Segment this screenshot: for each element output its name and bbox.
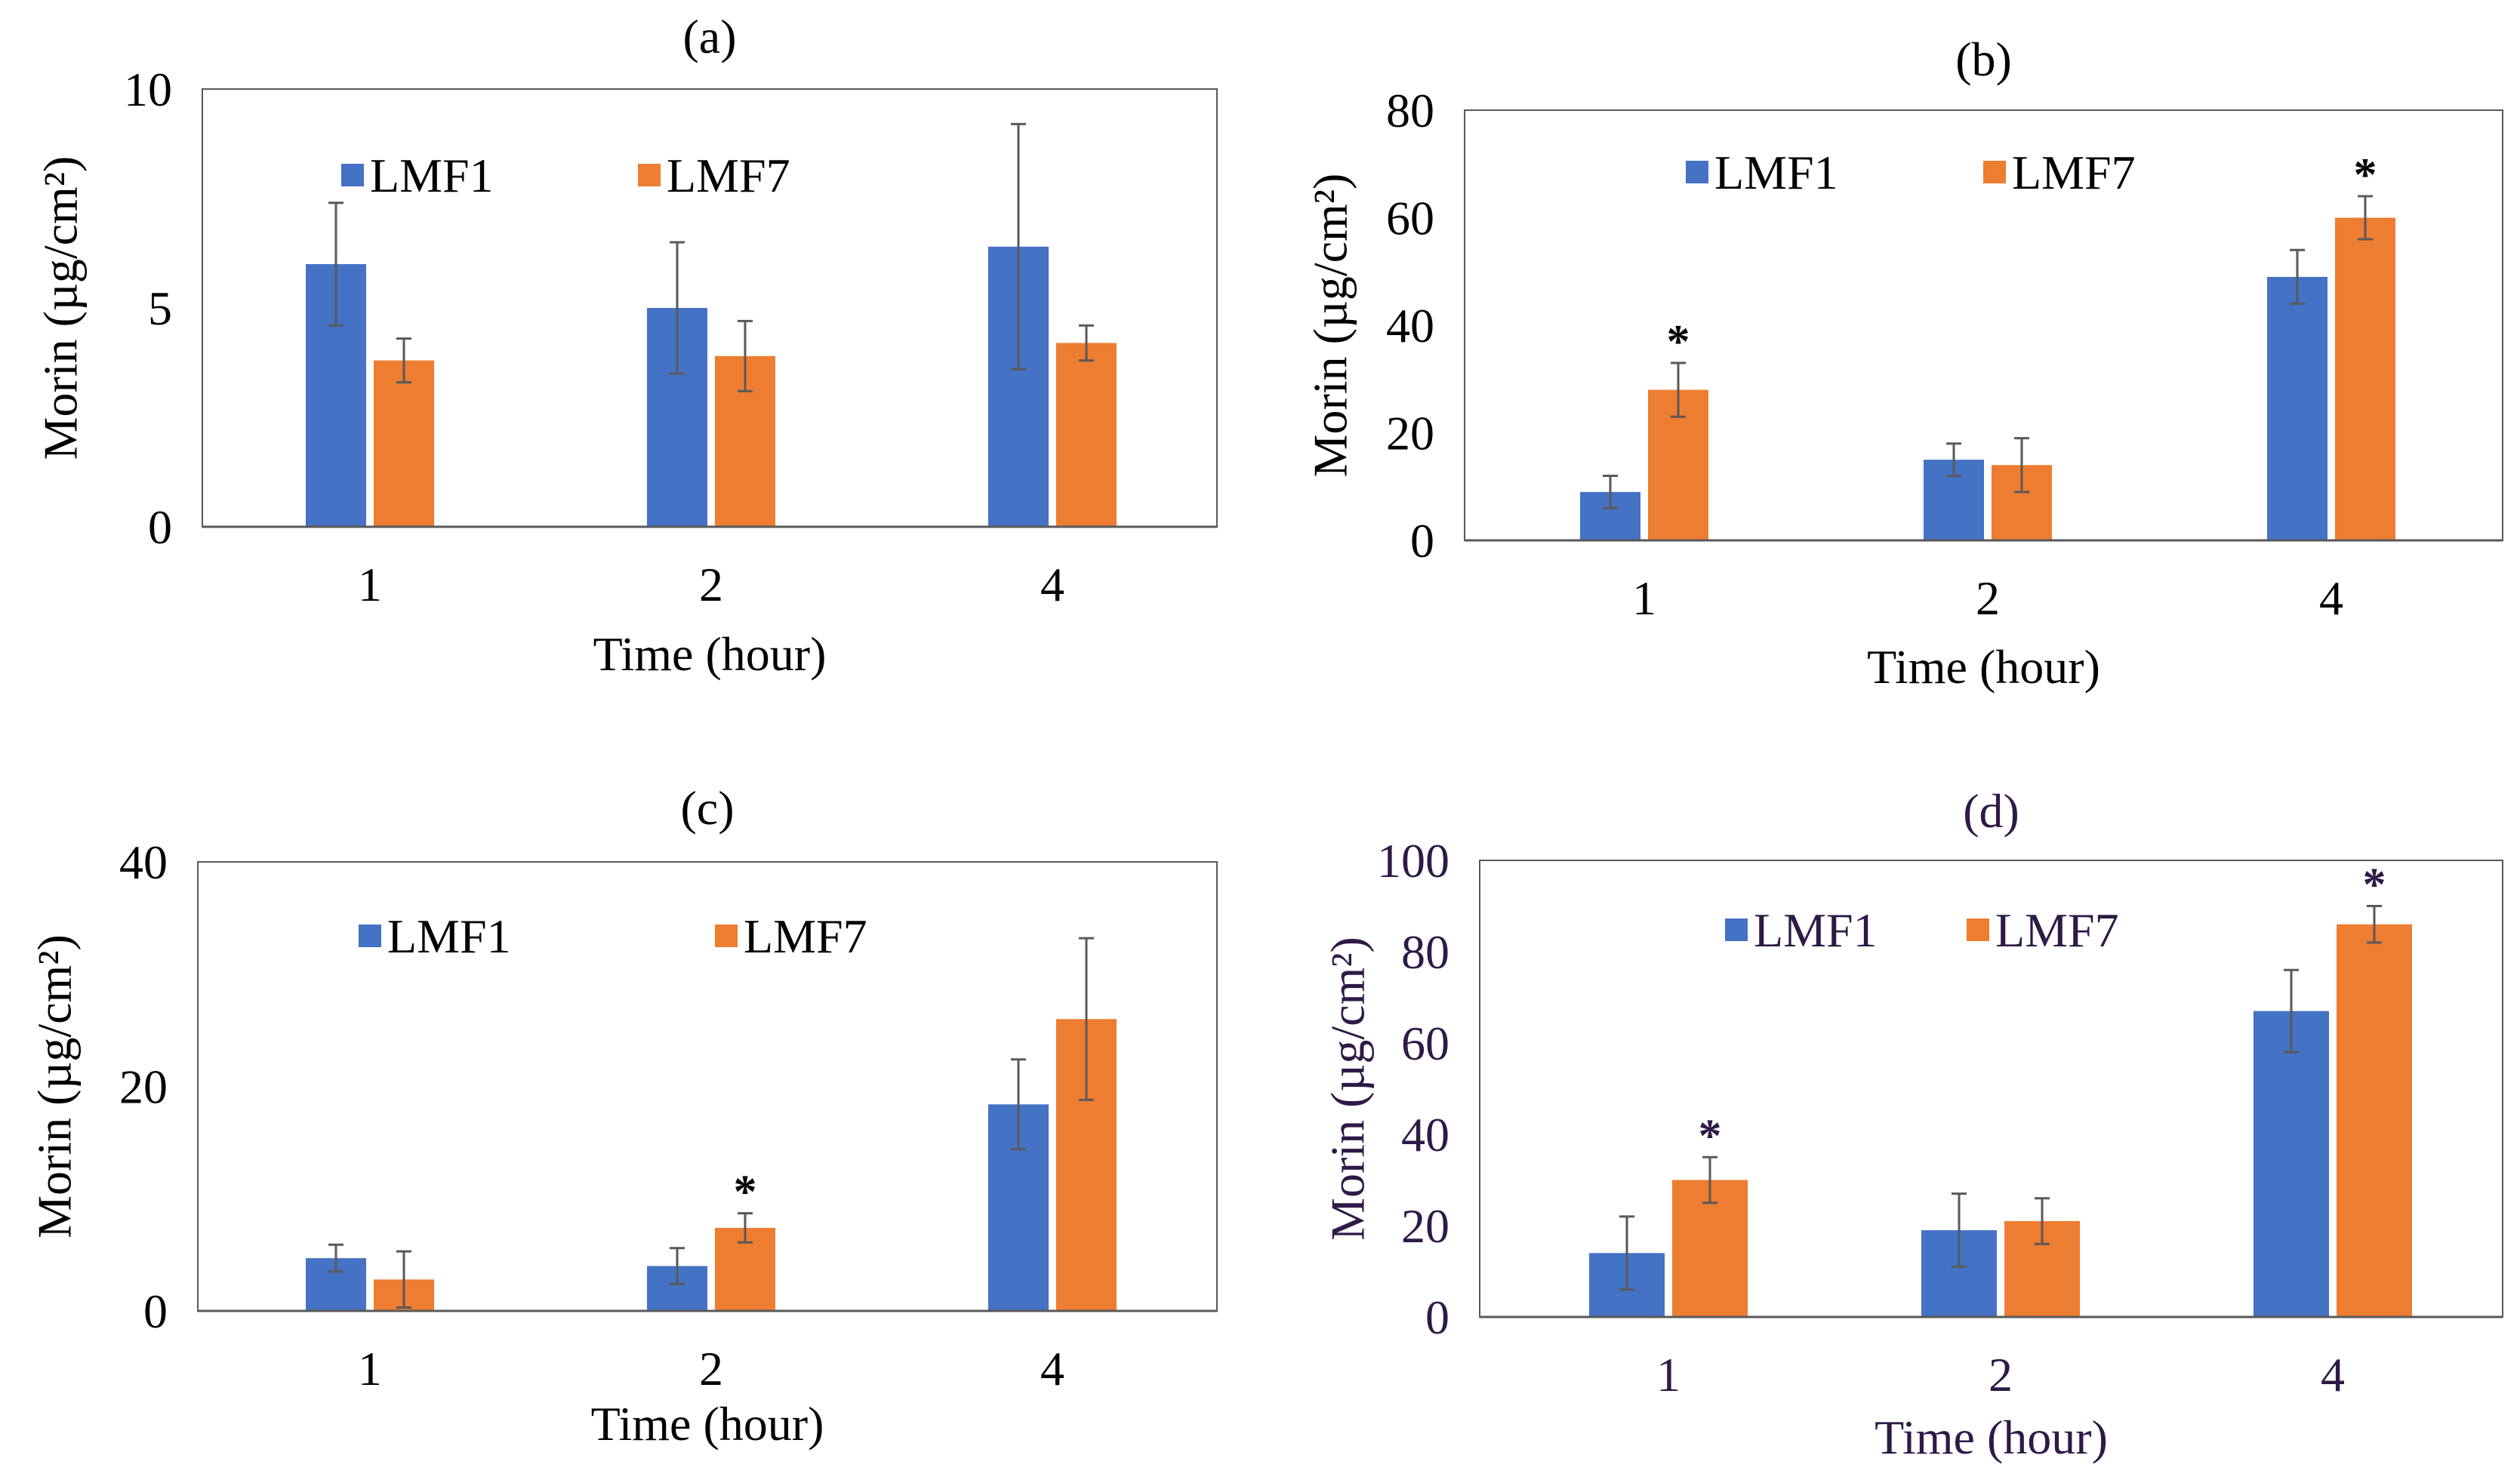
x-axis-label: Time (hour)	[1875, 1411, 2108, 1464]
chart-panel: (b) 0 20 40 60 80 Morin (µg/cm²) 1 2 4 Time (hour)…	[1304, 32, 2503, 694]
legend-label: LMF1	[387, 909, 511, 963]
y-axis-label: Morin (µg/cm²)	[1304, 174, 1357, 478]
bar-lmf1	[2267, 276, 2327, 540]
chart-panel: (a) 0 5 10 Morin (µg/cm²) 1 2 4 Time (hour) LMF1 L…	[34, 10, 1218, 681]
y-tick-label: 40	[1401, 1108, 1449, 1161]
bar-lmf1	[2254, 1011, 2329, 1317]
y-tick-label: 40	[1386, 299, 1434, 352]
y-tick-label: 0	[148, 500, 172, 554]
x-tick-label: 1	[358, 1342, 382, 1395]
x-tick-label: 2	[699, 1342, 723, 1395]
y-tick-label: 60	[1386, 192, 1434, 245]
legend-label: LMF7	[744, 909, 867, 963]
x-tick-label: 2	[1989, 1348, 2013, 1401]
y-tick-label: 0	[1425, 1291, 1449, 1344]
legend-swatch-lmf7	[638, 164, 661, 186]
x-tick-label: 4	[2321, 1348, 2345, 1401]
y-tick-label: 5	[148, 282, 172, 335]
bar-lmf7	[1056, 343, 1117, 527]
legend-label: LMF1	[370, 149, 494, 202]
y-tick-label: 100	[1377, 834, 1449, 888]
legend-swatch-lmf7	[715, 925, 738, 947]
x-axis-label: Time (hour)	[591, 1397, 824, 1451]
chart-title: (d)	[1963, 784, 2019, 838]
y-tick-label: 60	[1401, 1017, 1449, 1070]
y-tick-label: 40	[119, 835, 168, 889]
y-tick-label: 20	[1386, 407, 1434, 460]
bar-lmf7	[2337, 924, 2412, 1317]
significance-asterisk: *	[2363, 860, 2386, 911]
legend-label: LMF7	[1995, 903, 2119, 957]
bar-lmf7	[374, 360, 434, 527]
significance-asterisk: *	[2354, 149, 2377, 201]
legend-label: LMF1	[1754, 903, 1878, 957]
x-tick-label: 1	[358, 558, 382, 611]
legend-label: LMF7	[667, 149, 790, 202]
bar-lmf7	[2335, 217, 2395, 540]
chart-title: (c)	[680, 781, 734, 835]
chart-title: (b)	[1955, 32, 2012, 86]
legend-swatch-lmf7	[1967, 918, 1989, 941]
x-tick-label: 1	[1656, 1348, 1681, 1401]
legend-label: LMF1	[1714, 146, 1838, 199]
chart-title: (a)	[682, 10, 736, 63]
x-tick-label: 4	[1040, 558, 1064, 611]
legend-swatch-lmf1	[1686, 161, 1708, 183]
legend-swatch-lmf1	[359, 925, 381, 947]
y-tick-label: 20	[119, 1060, 168, 1114]
x-tick-label: 2	[699, 558, 723, 611]
y-axis-label: Morin (µg/cm²)	[28, 934, 82, 1238]
legend-swatch-lmf7	[1983, 161, 2006, 183]
y-tick-label: 80	[1386, 84, 1434, 137]
legend-swatch-lmf1	[341, 164, 364, 186]
y-tick-label: 0	[1410, 514, 1434, 568]
y-tick-label: 20	[1401, 1199, 1449, 1253]
y-tick-label: 10	[124, 63, 172, 116]
legend-swatch-lmf1	[1725, 918, 1748, 941]
x-axis-label: Time (hour)	[1867, 640, 2100, 694]
y-tick-label: 0	[143, 1285, 168, 1338]
y-tick-label: 80	[1401, 925, 1449, 979]
x-axis-label: Time (hour)	[593, 627, 827, 681]
x-tick-label: 1	[1632, 571, 1656, 625]
legend-label: LMF7	[2012, 146, 2136, 199]
y-axis-label: Morin (µg/cm²)	[34, 156, 88, 460]
x-tick-label: 2	[1976, 571, 2000, 625]
x-tick-label: 4	[1040, 1342, 1064, 1395]
significance-asterisk: *	[1667, 316, 1690, 368]
significance-asterisk: *	[1699, 1110, 1722, 1161]
significance-asterisk: *	[734, 1167, 757, 1218]
y-axis-label: Morin (µg/cm²)	[1321, 937, 1375, 1241]
x-tick-label: 4	[2319, 571, 2343, 625]
chart-panel: (c) 0 20 40 Morin (µg/cm²) 1 2 4 Time (hour) * LMF…	[28, 781, 1218, 1451]
